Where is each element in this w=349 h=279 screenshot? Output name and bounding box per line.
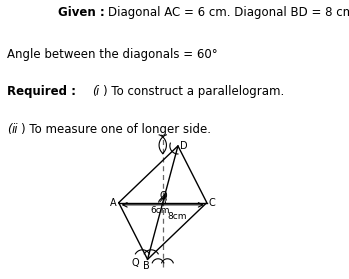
Text: (: ( [92, 85, 97, 98]
Text: B: B [143, 261, 150, 271]
Text: i: i [96, 85, 99, 98]
Text: Given :: Given : [58, 6, 105, 19]
Text: Required :: Required : [7, 85, 76, 98]
Text: 6cm: 6cm [150, 206, 170, 215]
Text: C: C [208, 198, 215, 208]
Text: (: ( [7, 123, 12, 136]
Text: A: A [110, 198, 117, 208]
Text: ii: ii [11, 123, 18, 136]
Text: O: O [159, 191, 167, 201]
Text: Q: Q [132, 258, 140, 268]
Text: Angle between the diagonals = 60°: Angle between the diagonals = 60° [7, 48, 218, 61]
Text: 8cm: 8cm [167, 212, 187, 221]
Text: D: D [180, 141, 187, 151]
Text: Diagonal AC = 6 cm. Diagonal BD = 8 cm: Diagonal AC = 6 cm. Diagonal BD = 8 cm [108, 6, 349, 19]
Text: ) To measure one of longer side.: ) To measure one of longer side. [21, 123, 211, 136]
Text: ) To construct a parallelogram.: ) To construct a parallelogram. [103, 85, 284, 98]
